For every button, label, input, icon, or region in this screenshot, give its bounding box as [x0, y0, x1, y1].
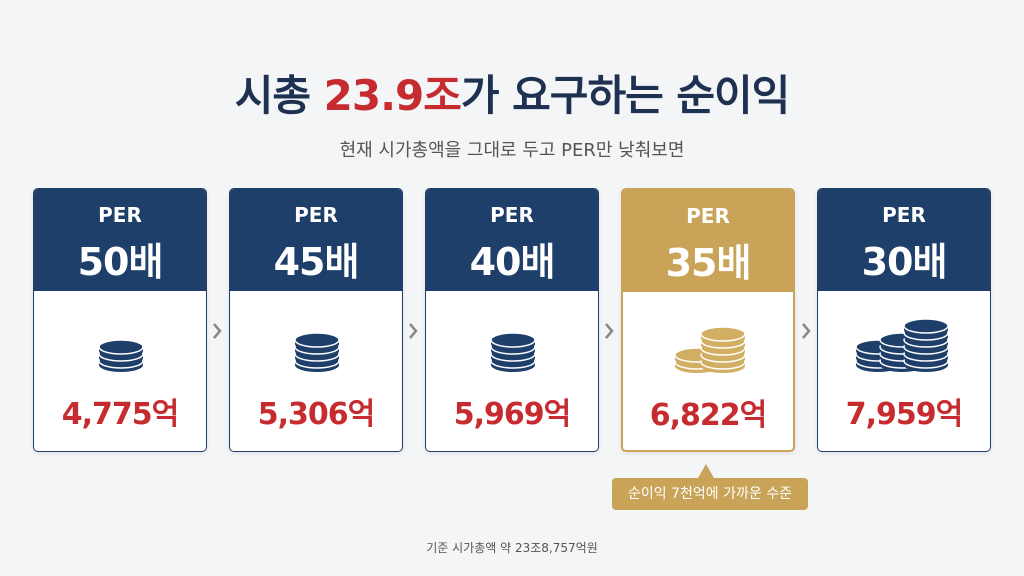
coin-icon	[98, 339, 144, 372]
coin-icon	[855, 318, 949, 372]
card-profit: 5,306억	[257, 397, 376, 432]
coin	[903, 318, 949, 334]
coin-icon	[490, 332, 536, 372]
card: PER 30배 7,959억	[817, 188, 991, 452]
card-header: PER 30배	[818, 189, 990, 291]
card-multiple: 30배	[861, 240, 948, 284]
card-label: PER	[490, 203, 534, 227]
card: PER 35배 6,822억	[621, 188, 795, 452]
card-label: PER	[882, 203, 926, 227]
card-profit: 6,822억	[649, 398, 768, 433]
card: PER 45배 5,306억	[229, 188, 403, 452]
footnote: 기준 시가총액 약 23조8,757억원	[426, 541, 598, 555]
card-multiple: 35배	[665, 241, 752, 285]
card-header: PER 35배	[623, 190, 793, 292]
card-profit: 4,775억	[61, 397, 180, 432]
card-multiple: 40배	[469, 240, 556, 284]
title-highlight: 23.9조	[323, 71, 462, 120]
card: PER 40배 5,969억	[425, 188, 599, 452]
coin	[490, 332, 536, 348]
card-label: PER	[686, 204, 730, 228]
card-multiple: 45배	[273, 240, 360, 284]
card: PER 50배 4,775억	[33, 188, 207, 452]
title-text: 시총	[234, 71, 324, 120]
arrow	[605, 323, 614, 339]
card-label: PER	[294, 203, 338, 227]
coin-icon	[294, 332, 340, 372]
coin-icon	[674, 326, 746, 373]
subtitle: 현재 시가총액을 그대로 두고 PER만 낮춰보면	[339, 140, 685, 161]
coin	[294, 332, 340, 348]
coin	[98, 339, 144, 355]
card-multiple: 50배	[77, 240, 164, 284]
title: 시총 23.9조가 요구하는 순이익	[0, 62, 1024, 123]
arrow	[409, 323, 418, 339]
card-profit: 5,969억	[453, 397, 572, 432]
callout: 순이익 7천억에 가까운 수준	[612, 478, 808, 510]
card-header: PER 50배	[34, 189, 206, 291]
arrow	[802, 323, 811, 339]
card-header: PER 40배	[426, 189, 598, 291]
title-text: 가 요구하는 순이익	[460, 71, 790, 120]
card-profit: 7,959억	[845, 397, 964, 432]
callout-pointer	[698, 464, 714, 478]
card-header: PER 45배	[230, 189, 402, 291]
card-label: PER	[98, 203, 142, 227]
coin	[700, 326, 746, 342]
arrow	[213, 323, 222, 339]
